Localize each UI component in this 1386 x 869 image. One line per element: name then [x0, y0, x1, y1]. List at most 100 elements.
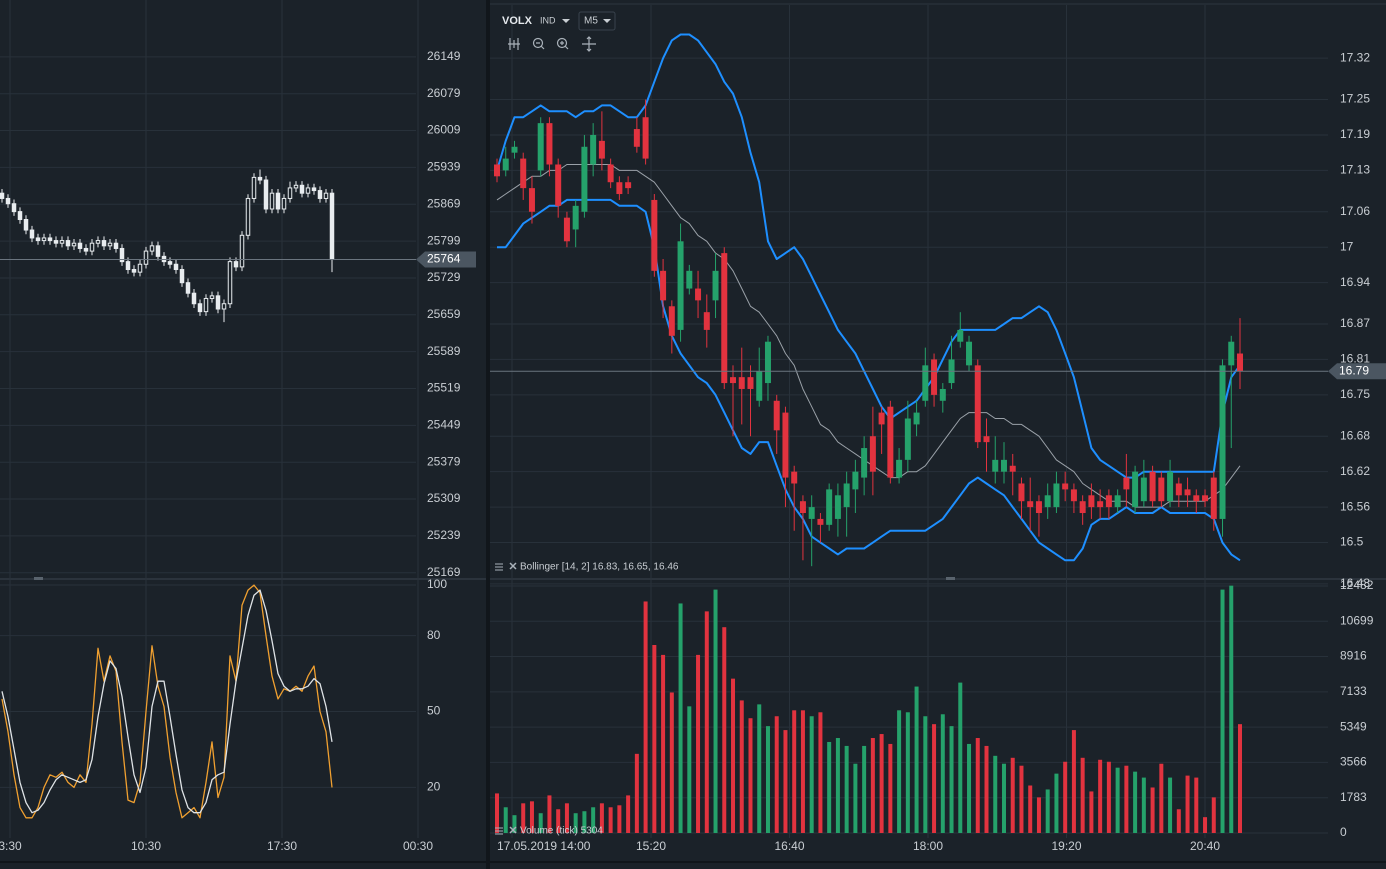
- close-icon[interactable]: [509, 562, 517, 570]
- timeframe-box[interactable]: [578, 11, 616, 31]
- candle-body: [546, 123, 553, 165]
- candle-body: [257, 176, 263, 181]
- candle-body: [185, 282, 191, 294]
- y-tick-label: 16.81: [1340, 352, 1370, 366]
- pane-handle[interactable]: [946, 577, 955, 580]
- candle-body: [616, 182, 623, 195]
- x-tick-label: 00:30: [403, 839, 433, 853]
- candle-body: [502, 158, 509, 171]
- y-tick-label: 25659: [427, 307, 461, 321]
- y-tick-label: 16.62: [1340, 464, 1370, 478]
- candle-body: [161, 255, 167, 263]
- candle-body: [528, 188, 535, 212]
- volume-bar: [1176, 809, 1181, 833]
- candle-body: [1123, 477, 1130, 490]
- candle-body: [131, 269, 137, 273]
- candle-body: [590, 134, 597, 165]
- y-tick-label: 12482: [1340, 578, 1374, 592]
- candle-body: [1210, 477, 1217, 519]
- candle-body: [1193, 495, 1200, 502]
- volume-bar: [521, 803, 526, 833]
- volume-bar: [1229, 585, 1234, 833]
- candle-body: [1184, 489, 1191, 496]
- instrument-type[interactable]: IND: [540, 15, 556, 25]
- bollinger-line: [497, 198, 1241, 562]
- y-tick-label: 25519: [427, 381, 461, 395]
- crosshair-icon[interactable]: [582, 36, 596, 52]
- candle-body: [869, 436, 876, 472]
- y-tick-label: 25169: [427, 565, 461, 579]
- volume-bar: [1133, 771, 1138, 833]
- symbol[interactable]: VOLX: [502, 15, 533, 27]
- candle-body: [113, 242, 119, 249]
- y-tick-label: 25799: [427, 233, 461, 247]
- candle-body: [215, 295, 221, 310]
- candle-body: [826, 489, 833, 525]
- zoom-out-icon[interactable]: [536, 42, 545, 50]
- zoom-in-icon[interactable]: [556, 37, 568, 49]
- volume-bar: [661, 654, 666, 833]
- chart-header: VOLX IND M5 Bollinger [14, 2] 16.83, 16.…: [495, 11, 679, 837]
- candle-body: [149, 245, 155, 252]
- candle-body: [992, 459, 999, 472]
- dropdown-caret[interactable]: [562, 19, 570, 23]
- menu-icon[interactable]: [495, 827, 503, 835]
- candle-body: [221, 303, 227, 310]
- volume-bar: [940, 714, 945, 833]
- timeframe[interactable]: M5: [584, 16, 598, 27]
- candle-body: [738, 377, 745, 389]
- bollinger-label: Bollinger [14, 2] 16.83, 16.65, 16.46: [520, 562, 679, 573]
- pane-handle[interactable]: [34, 577, 43, 580]
- chart-type-icon[interactable]: [508, 38, 520, 50]
- candle-body: [143, 250, 149, 265]
- candle-body: [137, 263, 143, 273]
- candle-body: [861, 448, 868, 478]
- last-price-label: 25764: [427, 252, 461, 266]
- candle-body: [83, 247, 89, 252]
- volume-bar: [564, 803, 569, 833]
- y-tick-label: 25939: [427, 160, 461, 174]
- volume-bar: [529, 801, 534, 833]
- candle-body: [808, 507, 815, 519]
- candle-body: [23, 219, 29, 231]
- candle-body: [572, 205, 579, 230]
- candle-body: [686, 270, 693, 289]
- menu-icon[interactable]: [495, 563, 503, 571]
- candle-body: [931, 359, 938, 395]
- dropdown-caret[interactable]: [603, 19, 611, 23]
- zoom-in-icon[interactable]: [560, 41, 569, 50]
- candle-body: [173, 263, 179, 271]
- volume-bar: [643, 601, 648, 833]
- bollinger-line: [496, 33, 1241, 479]
- volume-bar: [1071, 730, 1076, 833]
- candle-body: [520, 158, 527, 189]
- candle-body: [1105, 495, 1112, 508]
- y-tick-label: 20: [427, 780, 441, 794]
- close-icon[interactable]: [509, 826, 517, 834]
- x-tick-label: 19:20: [1051, 839, 1081, 853]
- volume-bar: [608, 807, 613, 833]
- candle-body: [167, 261, 173, 265]
- candle-body: [329, 192, 335, 261]
- volume-bar: [853, 763, 858, 833]
- volume-bar: [696, 654, 701, 833]
- y-tick-label: 8916: [1340, 649, 1367, 663]
- volume-bar: [599, 803, 604, 833]
- oscillator-line: [1, 589, 333, 814]
- volume-bar: [626, 795, 631, 833]
- zoom-out-icon[interactable]: [532, 37, 544, 49]
- candle-body: [269, 192, 275, 210]
- candle-body: [1044, 495, 1051, 508]
- volume-bar: [1019, 765, 1024, 833]
- volume-bar: [1203, 817, 1208, 833]
- volume-bar: [949, 726, 954, 833]
- candle-body: [966, 341, 973, 366]
- volume-bar: [975, 738, 980, 833]
- volume-bar: [1001, 763, 1006, 833]
- candle-body: [957, 329, 964, 342]
- x-tick-label: 16:40: [774, 839, 804, 853]
- volume-bar: [634, 753, 639, 833]
- volume-bar: [792, 710, 797, 833]
